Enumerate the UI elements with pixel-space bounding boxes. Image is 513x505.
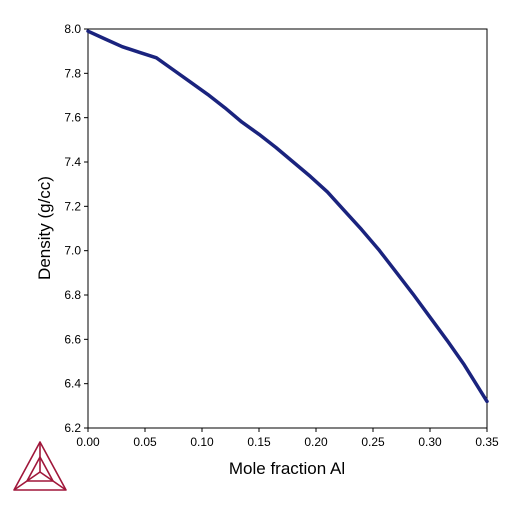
y-tick-label: 7.8 [64, 66, 81, 80]
y-tick-label: 7.4 [64, 155, 81, 169]
x-tick-label: 0.00 [76, 435, 100, 449]
x-tick-label: 0.20 [304, 435, 328, 449]
y-tick-label: 6.6 [64, 332, 81, 346]
x-axis-title: Mole fraction Al [229, 459, 345, 478]
x-tick-label: 0.30 [418, 435, 442, 449]
y-tick-label: 7.6 [64, 111, 81, 125]
y-tick-label: 8.0 [64, 22, 81, 36]
density-series-line [86, 29, 489, 404]
x-tick-label: 0.35 [475, 435, 499, 449]
y-tick-label: 7.2 [64, 199, 81, 213]
x-tick-label: 0.25 [361, 435, 385, 449]
x-tick-label: 0.15 [247, 435, 271, 449]
x-tick-label: 0.10 [190, 435, 214, 449]
y-tick-label: 6.4 [64, 377, 81, 391]
y-tick-label: 6.2 [64, 421, 81, 435]
series-layer [86, 29, 489, 404]
y-tick-label: 7.0 [64, 244, 81, 258]
triangle-logo-icon [13, 441, 67, 491]
y-tick-label: 6.8 [64, 288, 81, 302]
y-axis-title: Density (g/cc) [35, 176, 54, 280]
x-tick-label: 0.05 [133, 435, 157, 449]
plot-area [87, 28, 488, 429]
y-axis-ticks: 6.2 6.4 6.6 6.8 7.0 7.2 7.4 7.6 7.8 8.0 [64, 22, 88, 435]
x-axis-ticks: 0.00 0.05 0.10 0.15 0.20 0.25 0.30 0.35 [76, 428, 499, 449]
